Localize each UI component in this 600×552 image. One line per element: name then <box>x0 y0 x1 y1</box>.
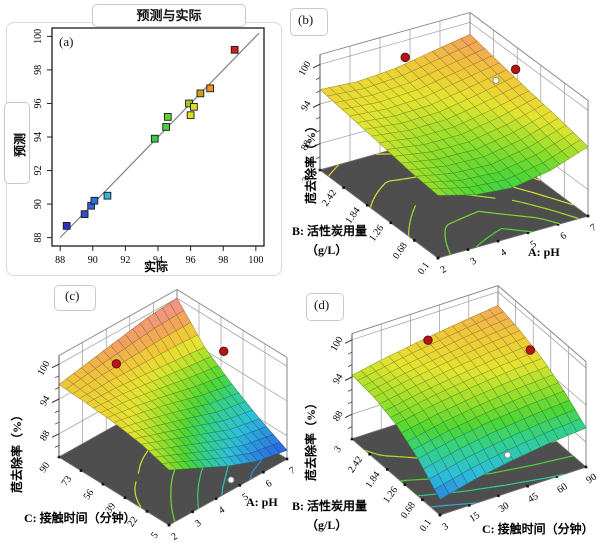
svg-text:94: 94 <box>153 255 163 266</box>
svg-text:92: 92 <box>120 255 130 266</box>
svg-text:3: 3 <box>332 444 344 454</box>
svg-text:90: 90 <box>584 472 598 487</box>
svg-text:60: 60 <box>555 481 569 496</box>
svg-text:7: 7 <box>288 465 298 477</box>
panel-c-x-axis-title: A: pH <box>246 495 278 509</box>
svg-text:73: 73 <box>60 474 75 489</box>
panel-d-x-axis-title: C: 接触时间（分钟） <box>482 522 594 536</box>
panel-b-y-axis-title-2: （g/L） <box>306 243 348 257</box>
svg-text:88: 88 <box>55 255 65 266</box>
panel-a-xlabel: 实际 <box>144 260 169 274</box>
svg-text:88: 88 <box>331 409 346 423</box>
svg-text:30: 30 <box>497 500 511 515</box>
svg-text:5: 5 <box>529 239 539 251</box>
svg-text:94: 94 <box>331 372 346 386</box>
svg-text:100: 100 <box>297 59 314 77</box>
panel-a-ylabel-box <box>4 102 30 184</box>
panel-a-annotation: (a) <box>59 34 74 49</box>
svg-text:3: 3 <box>300 175 312 185</box>
panel-a-title: 预测与实际 <box>136 8 202 23</box>
svg-text:94: 94 <box>38 394 53 408</box>
panel-b-annotation-tab <box>290 8 328 36</box>
svg-text:100: 100 <box>33 29 44 44</box>
svg-text:1.26: 1.26 <box>381 485 400 506</box>
svg-text:1.26: 1.26 <box>367 223 386 244</box>
svg-text:5: 5 <box>149 530 161 540</box>
svg-text:94: 94 <box>299 99 314 113</box>
svg-text:15: 15 <box>468 510 482 525</box>
svg-text:90: 90 <box>33 199 44 209</box>
panel-b-surface: 88 94 100 2 3 4 5 6 7 0.1 0.68 1.26 1.84 2.42 3 (b) 苊去… <box>290 2 598 285</box>
panel-b-annotation: (b) <box>298 12 314 27</box>
panel-c-zlabel: 苊去除率（%） <box>10 408 24 493</box>
svg-text:98: 98 <box>218 255 228 266</box>
panel-d-y-axis-title: B: 活性炭用量 <box>292 499 368 513</box>
svg-text:98: 98 <box>33 65 44 75</box>
svg-text:96: 96 <box>186 255 196 266</box>
svg-text:96: 96 <box>33 98 44 108</box>
svg-text:2.42: 2.42 <box>346 454 365 475</box>
panel-c-annotation: (c) <box>65 288 80 303</box>
panel-c-y-axis-title: C: 接触时间（分钟） <box>24 511 136 525</box>
svg-text:45: 45 <box>526 491 540 506</box>
svg-text:88: 88 <box>299 139 314 153</box>
panel-d-zlabel: 苊去除率（%） <box>304 396 318 481</box>
svg-text:3: 3 <box>193 518 203 530</box>
svg-text:5: 5 <box>240 491 250 503</box>
svg-text:94: 94 <box>33 132 44 142</box>
svg-text:90: 90 <box>38 460 53 475</box>
svg-text:100: 100 <box>248 255 263 266</box>
panel-d-surface: 88 94 100 3 15 30 45 60 90 0.1 0.68 1.26 1.84 2.42 3 (… <box>290 285 598 550</box>
svg-text:6: 6 <box>559 230 569 242</box>
panel-b-zlabel: 苊去除率（%） <box>304 119 318 204</box>
panel-d-annotation-tab <box>306 293 344 321</box>
svg-text:4: 4 <box>499 247 509 259</box>
svg-text:3: 3 <box>441 521 451 533</box>
panel-a-title-tab: 预测与实际 <box>92 4 246 27</box>
svg-text:0.1: 0.1 <box>416 260 432 277</box>
panel-b-x-axis-title: A: pH <box>528 245 560 259</box>
panel-a-ylabel: 预测 <box>13 132 27 157</box>
svg-text:2: 2 <box>170 531 180 543</box>
svg-text:7: 7 <box>589 222 598 234</box>
scatter-plot-canvas: 88 90 92 94 96 98 100 88 90 92 94 96 98 100 <box>33 27 265 266</box>
svg-text:0.68: 0.68 <box>391 241 410 262</box>
panel-b-y-axis-title: B: 活性炭用量 <box>292 224 368 238</box>
svg-text:0.1: 0.1 <box>418 517 434 534</box>
svg-text:6: 6 <box>264 478 274 490</box>
svg-text:3: 3 <box>469 256 479 268</box>
panel-c-surface: 88 94 100 2 3 4 5 6 7 5 22 39 56 73 90 (c) 苊去除率（%） A: … <box>2 285 300 550</box>
svg-text:1.84: 1.84 <box>364 470 383 491</box>
svg-text:4: 4 <box>217 505 227 517</box>
svg-text:100: 100 <box>329 335 346 353</box>
panel-d-y-axis-title-2: （g/L） <box>306 518 348 532</box>
svg-text:2.42: 2.42 <box>320 188 339 209</box>
svg-text:88: 88 <box>33 233 44 243</box>
panel-a-scatter: 88 90 92 94 96 98 100 88 90 92 94 96 98 100 预测与实际 (a)… <box>4 4 286 282</box>
svg-text:100: 100 <box>36 359 53 377</box>
panel-d-annotation: (d) <box>314 297 330 312</box>
svg-text:90: 90 <box>88 255 98 266</box>
svg-text:56: 56 <box>82 488 97 503</box>
panel-c-annotation-tab <box>54 285 96 311</box>
svg-text:0.68: 0.68 <box>399 500 418 521</box>
svg-text:88: 88 <box>38 429 53 443</box>
svg-text:2: 2 <box>439 264 449 276</box>
svg-text:92: 92 <box>33 166 44 176</box>
